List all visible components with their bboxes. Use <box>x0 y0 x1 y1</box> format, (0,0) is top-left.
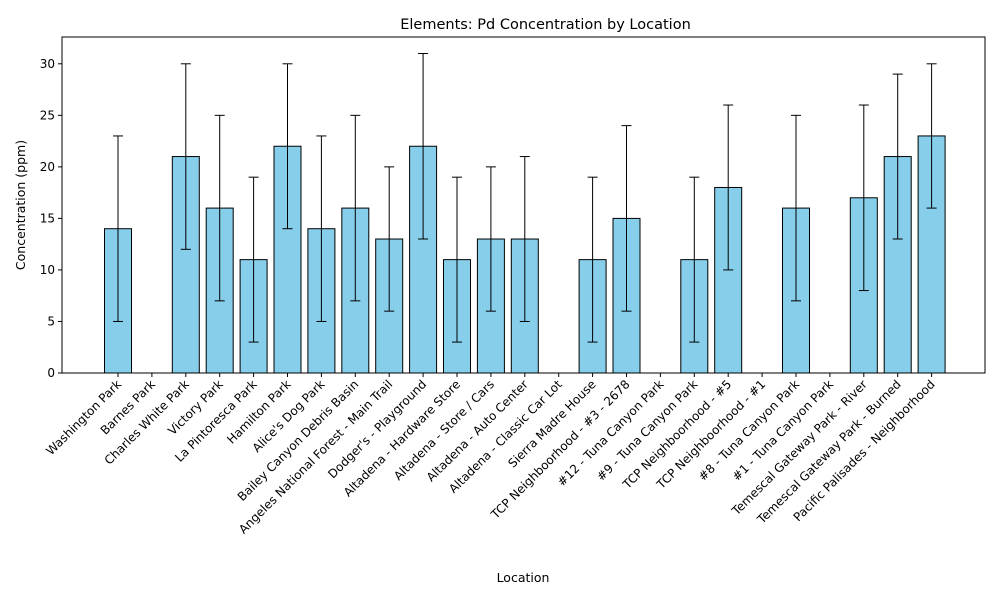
y-axis: 0 5 10 15 20 25 30 <box>40 57 62 380</box>
x-axis-label: Location <box>497 570 550 585</box>
y-tick-label: 30 <box>40 57 55 71</box>
y-tick-label: 10 <box>40 263 55 277</box>
y-axis-label: Concentration (ppm) <box>13 140 28 270</box>
y-tick-label: 20 <box>40 160 55 174</box>
chart-title: Elements: Pd Concentration by Location <box>400 17 691 33</box>
y-tick-label: 25 <box>40 108 55 122</box>
y-tick-label: 15 <box>40 211 55 225</box>
plot-frame <box>61 36 986 374</box>
plot-area <box>104 52 946 374</box>
y-tick-label: 0 <box>47 366 55 380</box>
y-tick-label: 5 <box>47 314 55 328</box>
